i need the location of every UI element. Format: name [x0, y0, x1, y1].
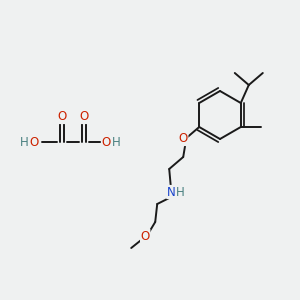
Text: H: H — [176, 185, 184, 199]
Text: O: O — [57, 110, 67, 124]
Text: N: N — [167, 185, 176, 199]
Text: O: O — [101, 136, 111, 148]
Text: H: H — [112, 136, 120, 148]
Text: O: O — [80, 110, 88, 124]
Text: O: O — [29, 136, 39, 148]
Text: O: O — [178, 133, 188, 146]
Text: O: O — [141, 230, 150, 242]
Text: H: H — [20, 136, 28, 148]
